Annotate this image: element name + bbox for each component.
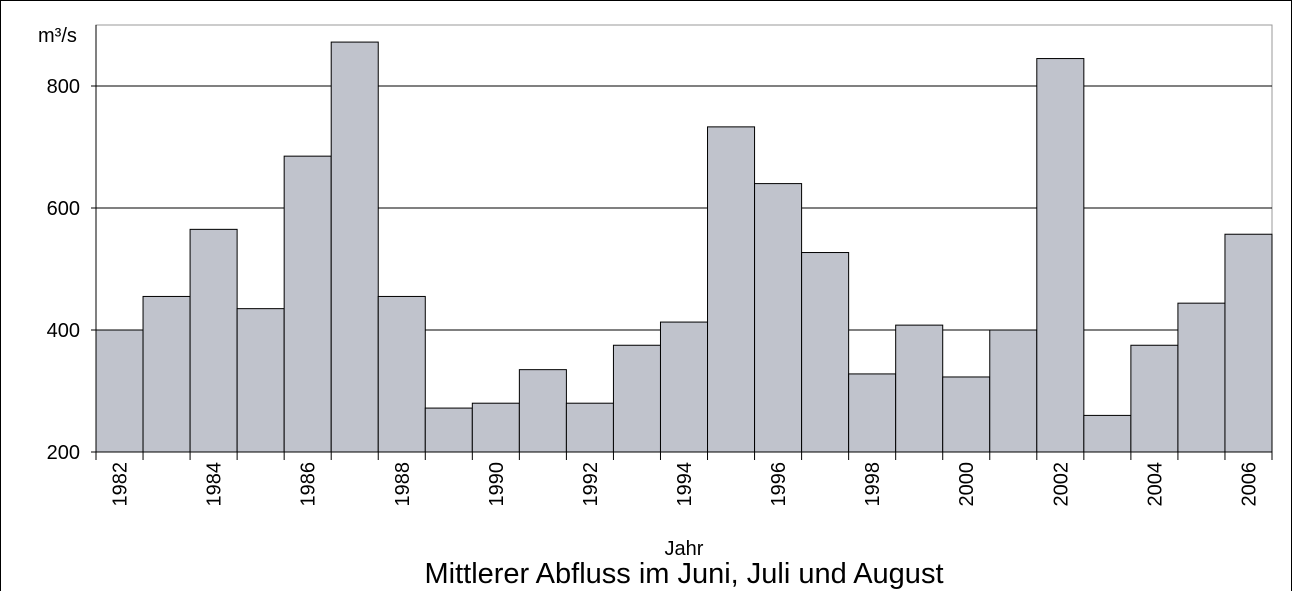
x-tick-label: 1990 [486, 462, 508, 507]
bar [565, 402, 614, 453]
x-tick-label: 1994 [674, 462, 696, 507]
bar [659, 321, 709, 453]
x-axis-label: Jahr [665, 538, 704, 560]
bar [848, 373, 897, 453]
bar [95, 329, 144, 453]
bar [942, 376, 991, 453]
x-tick-label: 1996 [768, 462, 790, 507]
bar [754, 183, 803, 453]
bar [1083, 414, 1132, 453]
x-tick-label: 2006 [1238, 462, 1260, 507]
x-tick-label: 1992 [580, 462, 602, 507]
bar [1224, 233, 1273, 453]
bar [707, 126, 756, 453]
x-tick-label: 1986 [298, 462, 320, 507]
bar [471, 402, 520, 453]
bar [1130, 344, 1179, 453]
y-tick-label: 800 [47, 76, 80, 98]
bar [1036, 58, 1085, 453]
bar [142, 295, 191, 453]
chart-title: Mittlerer Abfluss im Juni, Juli und Augu… [424, 558, 943, 590]
bar [189, 228, 238, 453]
y-tick-label: 400 [47, 320, 80, 342]
bar [330, 41, 379, 453]
bar [377, 295, 426, 453]
bar [895, 324, 944, 453]
bar [612, 344, 661, 453]
x-tick-label: 2004 [1144, 462, 1166, 507]
x-tick-label: 2002 [1050, 462, 1072, 507]
bar [989, 329, 1038, 453]
y-tick-label: 200 [47, 442, 80, 464]
x-tick-label: 1984 [204, 462, 226, 507]
x-tick-label: 1998 [862, 462, 884, 507]
x-tick-label: 1982 [110, 462, 132, 507]
x-tick-label: 1988 [392, 462, 414, 507]
bar [1177, 302, 1226, 453]
y-tick-label: 600 [47, 198, 80, 220]
y-axis-label: m³/s [38, 25, 77, 47]
bar [236, 308, 285, 453]
bar [801, 252, 850, 453]
bar [283, 155, 332, 453]
x-tick-label: 2000 [956, 462, 978, 507]
bar [518, 369, 567, 453]
bar [424, 407, 473, 453]
